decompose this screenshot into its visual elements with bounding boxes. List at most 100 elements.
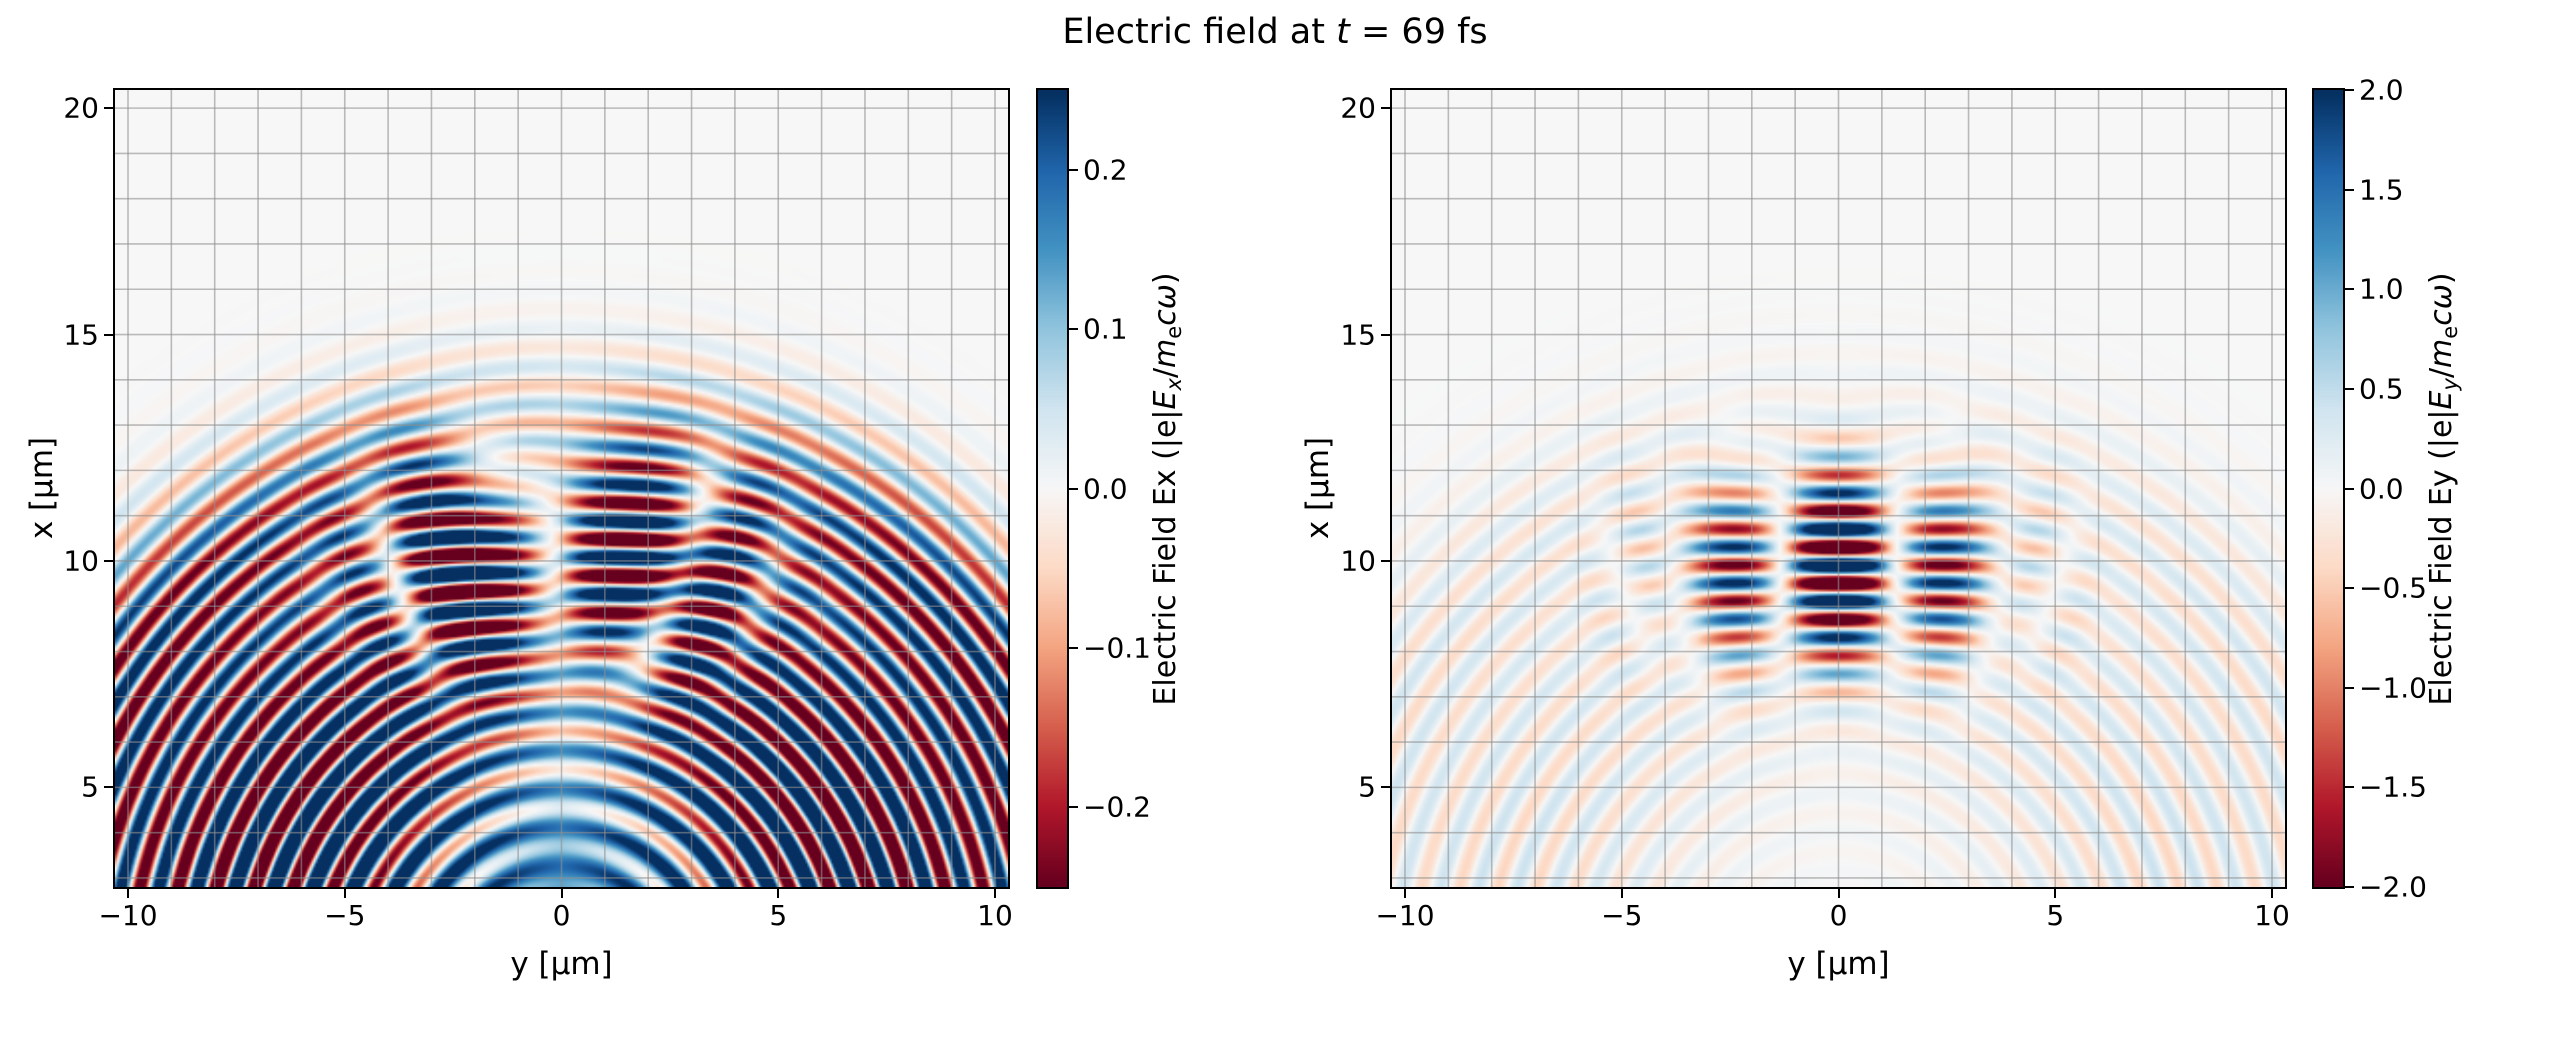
colorbar-tick-mark (2345, 188, 2354, 191)
text-segment: y (2438, 377, 2463, 390)
colorbar-tick-mark (1069, 487, 1078, 490)
colorbar-tick-label: −0.2 (1083, 790, 1151, 824)
colorbar-tick-mark (2345, 686, 2354, 689)
y-tick-label: 20 (63, 91, 99, 125)
text-segment: m (1147, 338, 1183, 368)
x-tick-mark (560, 889, 563, 898)
text-segment: e (1162, 325, 1187, 339)
colorbar-tick-mark (2345, 288, 2354, 291)
colorbar-tick-label: 0.1 (1083, 312, 1128, 346)
x-tick-label: 10 (977, 899, 1013, 932)
x-tick-label: −5 (324, 899, 366, 932)
text-segment: ω (2423, 283, 2459, 309)
x-axis-label-ey: y [μm] (1787, 946, 1890, 982)
colorbar-tick-mark (2345, 89, 2354, 91)
text-segment: / (1147, 367, 1183, 378)
axes-ex: −10 −5 0 5 10 5 10 15 20 (63, 88, 1013, 932)
colorbar-tick-label: −0.5 (2359, 571, 2427, 605)
figure-title: Electric field at t = 69 fs (0, 12, 2550, 52)
x-tick-label: −5 (1601, 899, 1643, 932)
colorbar-tick-mark (2345, 786, 2354, 789)
x-tick-label: 0 (1829, 899, 1848, 932)
x-tick-label: −10 (98, 899, 158, 932)
y-tick-label: 10 (1340, 544, 1376, 578)
colorbar-tick-label: −2.0 (2359, 870, 2427, 904)
colorbar-tick-mark (2345, 587, 2354, 590)
colorbar-ey-gradient (2314, 90, 2343, 887)
y-tick-label: 15 (1340, 318, 1376, 352)
text-segment: x (1162, 377, 1187, 390)
colorbar-tick-mark (1069, 806, 1078, 809)
text-segment: ) (1147, 271, 1183, 284)
grid-overlay-ex (115, 90, 1008, 887)
colorbar-tick-label: 1.0 (2359, 272, 2404, 306)
x-tick-mark (2270, 889, 2273, 898)
colorbar-tick-mark (1069, 328, 1078, 331)
y-tick-label: 5 (1358, 770, 1376, 804)
y-axis-label-ey: x [μm] (1300, 436, 1336, 540)
colorbar-tick-label: 0.0 (2359, 472, 2404, 505)
text-segment: E (1147, 389, 1183, 409)
y-tick-mark (1381, 786, 1390, 789)
colorbar-tick-mark (1069, 168, 1078, 171)
text-segment: ) (2423, 271, 2459, 284)
y-tick-label: 5 (81, 770, 99, 804)
colorbar-tick-mark (1069, 646, 1078, 649)
x-tick-mark (1620, 889, 1623, 898)
text-segment: c (2423, 308, 2459, 326)
colorbar-tick-label: −0.1 (1083, 631, 1151, 665)
grid-overlay-ey (1392, 90, 2285, 887)
y-tick-mark (1381, 559, 1390, 562)
y-tick-mark (104, 559, 113, 562)
y-tick-label: 10 (63, 544, 99, 578)
colorbar-tick-label: −1.5 (2359, 770, 2427, 804)
text-segment: / (2423, 367, 2459, 378)
y-tick-mark (1381, 333, 1390, 336)
text-segment: Electric Field Ey (|e| (2423, 408, 2459, 706)
colorbar-ex-gradient (1038, 90, 1067, 887)
x-tick-mark (127, 889, 129, 898)
colorbar-tick-label: 0.5 (2359, 372, 2404, 406)
y-tick-mark (104, 107, 113, 110)
x-tick-label: 0 (552, 899, 571, 932)
y-axis-label-ex: x [μm] (24, 436, 60, 540)
axes-ey: −10 −5 0 5 10 5 10 15 20 (1340, 88, 2290, 932)
text-segment: e (2438, 325, 2463, 339)
colorbar-tick-label: 0.0 (1083, 472, 1128, 505)
x-tick-mark (1837, 889, 1840, 898)
text-segment: ω (1147, 283, 1183, 309)
x-tick-label: 10 (2254, 899, 2290, 932)
text-segment: = 69 fs (1349, 12, 1488, 52)
x-tick-mark (993, 889, 996, 898)
colorbar-ex: Electric Field Ex (|e|Ex/mecω) 0.2 0.1 0.0… (1036, 88, 1186, 889)
colorbar-ex-label: Electric Field Ex (|e|Ex/mecω) (1148, 272, 1186, 705)
text-segment: m (2423, 338, 2459, 368)
text-segment: t (1336, 12, 1350, 52)
y-tick-label: 15 (63, 318, 99, 352)
colorbar-ey: Electric Field Ey (|e|Ey/mecω) 2.0 1.5 1.0… (2312, 74, 2462, 904)
y-tick-mark (1381, 107, 1390, 110)
x-tick-mark (1404, 889, 1406, 898)
colorbar-tick-label: −1.0 (2359, 671, 2427, 705)
x-tick-label: 5 (769, 899, 788, 932)
x-axis-label-ex: y [μm] (510, 946, 613, 982)
text-segment: E (2423, 389, 2459, 409)
y-tick-label: 20 (1340, 91, 1376, 125)
colorbar-tick-mark (2345, 487, 2354, 490)
colorbar-tick-label: 2.0 (2359, 73, 2404, 107)
colorbar-tick-mark (2345, 886, 2354, 888)
y-tick-mark (104, 333, 113, 336)
colorbar-ey-label: Electric Field Ey (|e|Ey/mecω) (2424, 272, 2462, 705)
x-tick-label: 5 (2046, 899, 2065, 932)
text-segment: c (1147, 308, 1183, 326)
x-tick-label: −10 (1375, 899, 1435, 932)
colorbar-tick-label: 1.5 (2359, 173, 2404, 207)
x-tick-mark (777, 889, 780, 898)
colorbar-tick-label: 0.2 (1083, 153, 1128, 187)
text-segment: Electric field at (1062, 12, 1337, 52)
y-tick-mark (104, 786, 113, 789)
x-tick-mark (2054, 889, 2057, 898)
x-tick-mark (343, 889, 346, 898)
text-segment: Electric Field Ex (|e| (1147, 408, 1183, 706)
